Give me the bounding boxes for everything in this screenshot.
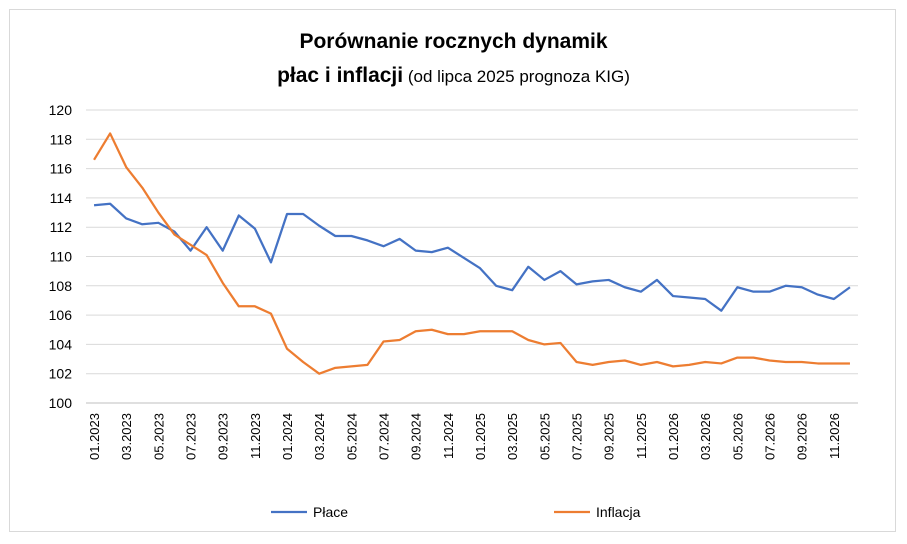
legend-label-inflacja: Inflacja (596, 504, 641, 520)
x-tick-label: 03.2023 (119, 413, 134, 460)
x-tick-label: 11.2025 (634, 413, 649, 459)
x-tick-label: 07.2026 (763, 413, 778, 460)
legend-label-płace: Płace (313, 504, 348, 520)
x-tick-label: 07.2023 (184, 413, 199, 460)
x-axis-ticks: 01.2023 03.2023 05.2023 07.2023 09.2023 11.20… (87, 413, 842, 460)
x-tick-label: 11.2024 (441, 413, 456, 459)
y-tick-label: 100 (49, 395, 73, 411)
x-tick-label: 01.2023 (87, 413, 102, 460)
chart-title-line1: Porównanie rocznych dynamik (299, 30, 608, 53)
chart-frame (9, 9, 896, 532)
x-tick-label: 01.2024 (280, 413, 295, 460)
x-tick-label: 03.2025 (505, 413, 520, 460)
y-tick-label: 108 (49, 278, 73, 294)
x-tick-label: 11.2023 (248, 413, 263, 459)
y-tick-label: 104 (49, 336, 73, 352)
y-tick-label: 116 (50, 161, 73, 177)
x-tick-label: 05.2025 (537, 413, 552, 460)
y-tick-label: 102 (49, 366, 73, 382)
y-tick-label: 120 (49, 102, 73, 118)
legend: Płace Inflacja (271, 504, 641, 520)
x-tick-label: 09.2023 (216, 413, 231, 460)
chart-title-line2: płac i inflacji (od lipca 2025 prognoza … (0, 64, 907, 88)
x-tick-label: 09.2026 (795, 413, 810, 460)
y-tick-label: 106 (49, 307, 73, 323)
gridlines (86, 109, 858, 404)
y-tick-label: 110 (50, 249, 73, 265)
x-tick-label: 03.2024 (312, 413, 327, 460)
y-tick-label: 114 (50, 190, 73, 206)
x-tick-label: 01.2026 (666, 413, 681, 460)
x-tick-label: 07.2025 (570, 413, 585, 460)
x-tick-label: 09.2025 (602, 413, 617, 460)
series-line-płace (93, 202, 851, 312)
x-tick-label: 05.2026 (730, 413, 745, 460)
y-axis-ticks: 100 102 104 106 108 110 112 114 116 118 120 (49, 102, 73, 411)
series-line-inflacja (93, 132, 850, 375)
x-tick-label: 05.2023 (151, 413, 166, 460)
x-tick-label: 07.2024 (377, 413, 392, 460)
x-tick-label: 05.2024 (344, 413, 359, 460)
x-tick-label: 09.2024 (409, 413, 424, 460)
series-lines (93, 132, 851, 375)
x-tick-label: 11.2026 (827, 413, 842, 459)
chart-title-line2-subtitle: (od lipca 2025 prognoza KIG) (403, 67, 630, 86)
x-tick-label: 01.2025 (473, 413, 488, 460)
y-tick-label: 118 (50, 131, 73, 147)
y-tick-label: 112 (50, 219, 73, 235)
chart-title-line2-bold: płac i inflacji (277, 64, 404, 87)
x-tick-label: 03.2026 (698, 413, 713, 460)
